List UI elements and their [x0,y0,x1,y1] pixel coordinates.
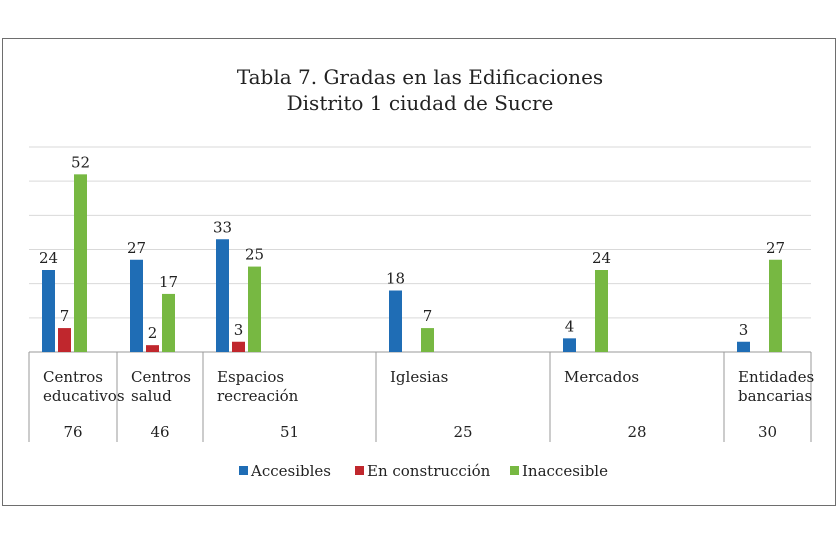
bar [146,345,159,352]
bar [421,328,434,352]
bar [769,259,782,352]
category-label: bancarias [738,387,812,405]
chart-subtitle: Distrito 1 ciudad de Sucre [287,91,554,115]
data-label: 3 [739,321,749,339]
bar [595,270,608,352]
data-label: 33 [213,218,232,236]
grid-lines [29,146,811,353]
legend-swatch [510,466,519,475]
data-label: 27 [127,239,146,257]
chart-frame: Tabla 7. Gradas en las Edificaciones Dis… [2,38,836,506]
category-label: salud [131,387,172,405]
data-label: 17 [159,273,178,291]
category-label: Espacios [217,368,284,386]
table-value: 76 [63,423,82,441]
legend-label: Accesibles [250,462,331,480]
data-label: 7 [60,307,70,325]
data-label: 24 [592,249,611,267]
data-label: 27 [766,239,785,257]
table-value: 51 [280,423,299,441]
category-label: Centros [131,368,191,386]
table-value: 28 [627,423,646,441]
table-value: 46 [150,423,169,441]
legend-swatch [355,466,364,475]
data-label: 7 [423,307,433,325]
legend-label: En construcción [367,462,491,480]
bar [58,328,71,352]
legend-swatch [239,466,248,475]
category-label: Iglesias [390,368,448,386]
chart-title: Tabla 7. Gradas en las Edificaciones [237,65,603,89]
category-label: educativos [43,387,125,405]
table-value: 30 [758,423,777,441]
bar [737,341,750,352]
data-label: 2 [148,324,158,342]
data-label: 52 [71,153,90,171]
category-label: recreación [217,387,299,405]
bar [216,239,229,352]
bar [74,174,87,352]
legend: Accesibles En construcción Inaccesible [239,462,608,480]
chart-title-group: Tabla 7. Gradas en las Edificaciones Dis… [237,65,603,115]
chart: Tabla 7. Gradas en las Edificaciones Dis… [28,65,814,480]
legend-label: Inaccesible [522,462,608,480]
bar [563,338,576,352]
data-label: 24 [39,249,58,267]
bar [389,290,402,352]
bar [232,341,245,352]
bar [248,266,261,352]
data-label: 3 [234,321,244,339]
table-value: 25 [453,423,472,441]
category-label: Centros [43,368,103,386]
bar [162,293,175,352]
data-label: 25 [245,246,264,264]
category-label: Entidades [738,368,814,386]
data-label: 18 [386,270,405,288]
data-label: 4 [565,317,575,335]
category-label: Mercados [564,368,639,386]
bar [130,259,143,352]
bar [42,270,55,352]
category-table: Centroseducativos76Centrossalud46Espacio… [28,352,814,442]
